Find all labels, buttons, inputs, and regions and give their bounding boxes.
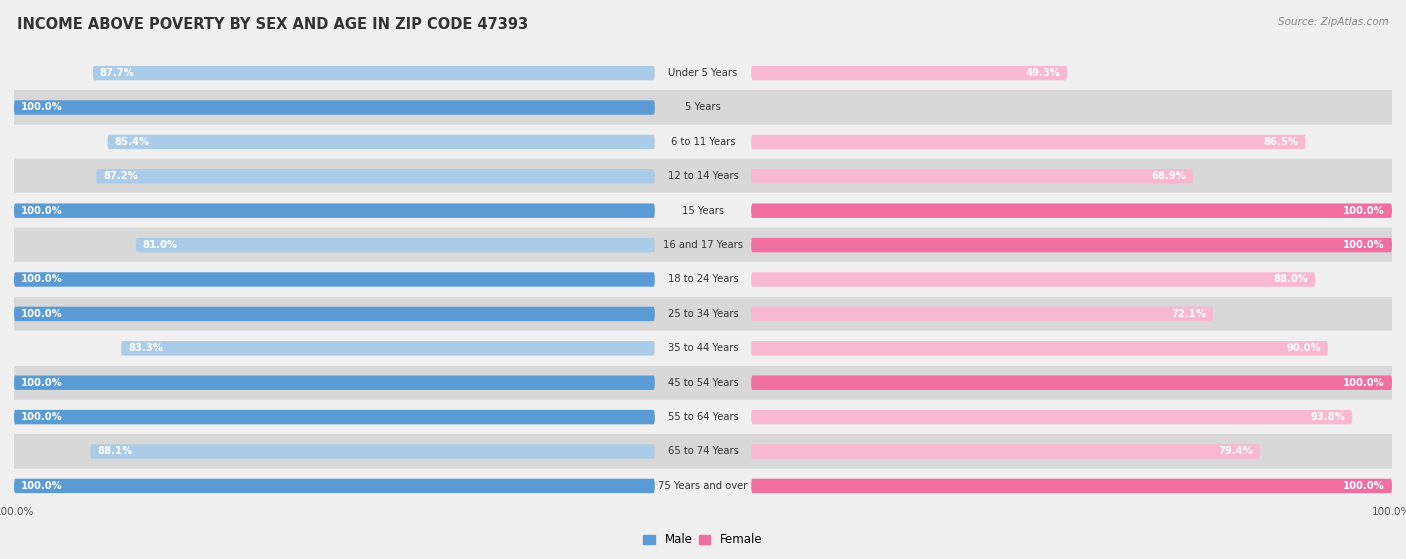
FancyBboxPatch shape — [14, 376, 655, 390]
FancyBboxPatch shape — [751, 307, 1213, 321]
Text: 100.0%: 100.0% — [21, 412, 63, 422]
Text: 55 to 64 Years: 55 to 64 Years — [668, 412, 738, 422]
Text: 100.0%: 100.0% — [1343, 240, 1385, 250]
Bar — [14, 91, 1392, 125]
Text: 49.3%: 49.3% — [1025, 68, 1060, 78]
Text: 86.5%: 86.5% — [1264, 137, 1299, 147]
Text: 100.0%: 100.0% — [1343, 378, 1385, 388]
FancyBboxPatch shape — [90, 444, 655, 459]
Text: 79.4%: 79.4% — [1218, 447, 1253, 457]
Bar — [14, 228, 1392, 262]
Legend: Male, Female: Male, Female — [638, 528, 768, 551]
FancyBboxPatch shape — [14, 100, 655, 115]
Text: 12 to 14 Years: 12 to 14 Years — [668, 171, 738, 181]
FancyBboxPatch shape — [751, 376, 1392, 390]
FancyBboxPatch shape — [751, 410, 1353, 424]
Text: 25 to 34 Years: 25 to 34 Years — [668, 309, 738, 319]
Text: 68.9%: 68.9% — [1152, 171, 1185, 181]
Bar — [14, 262, 1392, 297]
Bar — [14, 297, 1392, 331]
Bar — [14, 193, 1392, 228]
Text: 100.0%: 100.0% — [21, 102, 63, 112]
FancyBboxPatch shape — [14, 272, 655, 287]
Text: 65 to 74 Years: 65 to 74 Years — [668, 447, 738, 457]
FancyBboxPatch shape — [14, 479, 655, 493]
FancyBboxPatch shape — [96, 169, 655, 183]
FancyBboxPatch shape — [136, 238, 655, 252]
Bar — [14, 56, 1392, 91]
FancyBboxPatch shape — [751, 444, 1260, 459]
Text: 75 Years and over: 75 Years and over — [658, 481, 748, 491]
Text: INCOME ABOVE POVERTY BY SEX AND AGE IN ZIP CODE 47393: INCOME ABOVE POVERTY BY SEX AND AGE IN Z… — [17, 17, 529, 32]
Bar — [14, 331, 1392, 366]
FancyBboxPatch shape — [751, 272, 1315, 287]
Text: Under 5 Years: Under 5 Years — [668, 68, 738, 78]
Text: Source: ZipAtlas.com: Source: ZipAtlas.com — [1278, 17, 1389, 27]
Text: 87.7%: 87.7% — [100, 68, 135, 78]
Text: 100.0%: 100.0% — [21, 378, 63, 388]
Bar — [14, 159, 1392, 193]
Text: 100.0%: 100.0% — [21, 481, 63, 491]
Text: 100.0%: 100.0% — [21, 206, 63, 216]
FancyBboxPatch shape — [751, 479, 1392, 493]
FancyBboxPatch shape — [14, 203, 655, 218]
Text: 72.1%: 72.1% — [1171, 309, 1206, 319]
FancyBboxPatch shape — [751, 169, 1192, 183]
Text: 88.0%: 88.0% — [1274, 274, 1308, 285]
Text: 85.4%: 85.4% — [114, 137, 149, 147]
FancyBboxPatch shape — [751, 203, 1392, 218]
Bar — [14, 468, 1392, 503]
Bar — [14, 125, 1392, 159]
FancyBboxPatch shape — [751, 341, 1327, 356]
Bar — [14, 434, 1392, 468]
Text: 35 to 44 Years: 35 to 44 Years — [668, 343, 738, 353]
Text: 45 to 54 Years: 45 to 54 Years — [668, 378, 738, 388]
Text: 87.2%: 87.2% — [103, 171, 138, 181]
FancyBboxPatch shape — [751, 238, 1392, 252]
Text: 100.0%: 100.0% — [1343, 481, 1385, 491]
FancyBboxPatch shape — [751, 66, 1067, 80]
Text: 88.1%: 88.1% — [97, 447, 132, 457]
Text: 5 Years: 5 Years — [685, 102, 721, 112]
Text: 16 and 17 Years: 16 and 17 Years — [664, 240, 742, 250]
Bar — [14, 366, 1392, 400]
Text: 100.0%: 100.0% — [21, 274, 63, 285]
FancyBboxPatch shape — [14, 307, 655, 321]
Text: 100.0%: 100.0% — [1343, 206, 1385, 216]
Text: 18 to 24 Years: 18 to 24 Years — [668, 274, 738, 285]
Text: 15 Years: 15 Years — [682, 206, 724, 216]
Text: 83.3%: 83.3% — [128, 343, 163, 353]
Text: 93.8%: 93.8% — [1310, 412, 1346, 422]
Text: 90.0%: 90.0% — [1286, 343, 1322, 353]
FancyBboxPatch shape — [93, 66, 655, 80]
FancyBboxPatch shape — [121, 341, 655, 356]
Bar — [14, 400, 1392, 434]
Text: 81.0%: 81.0% — [142, 240, 177, 250]
FancyBboxPatch shape — [108, 135, 655, 149]
Text: 6 to 11 Years: 6 to 11 Years — [671, 137, 735, 147]
Text: 100.0%: 100.0% — [21, 309, 63, 319]
FancyBboxPatch shape — [14, 410, 655, 424]
FancyBboxPatch shape — [751, 135, 1305, 149]
